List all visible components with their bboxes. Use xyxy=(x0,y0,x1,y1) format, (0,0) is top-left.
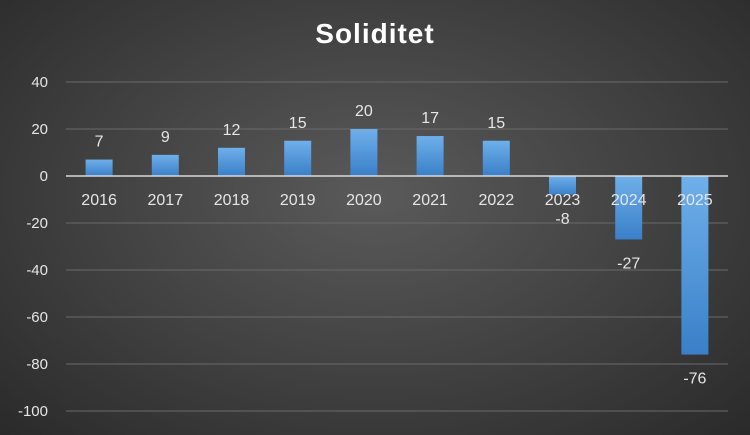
bar xyxy=(151,154,179,176)
x-tick-label: 2018 xyxy=(214,192,250,209)
y-tick-label: -20 xyxy=(26,215,48,232)
gridlines xyxy=(66,81,728,412)
bar xyxy=(615,176,643,240)
bar xyxy=(681,176,709,355)
data-label: -76 xyxy=(683,371,706,388)
bar xyxy=(549,176,576,195)
data-label: 20 xyxy=(355,103,373,120)
bar xyxy=(482,140,510,176)
data-label: 17 xyxy=(421,110,439,127)
x-tick-label: 2019 xyxy=(280,192,316,209)
x-tick-label: 2025 xyxy=(677,192,713,209)
x-tick-label: 2022 xyxy=(479,192,515,209)
data-label: -27 xyxy=(617,255,640,272)
bar xyxy=(284,140,312,176)
bar xyxy=(85,159,113,176)
bars xyxy=(85,129,709,355)
x-tick-label: 2023 xyxy=(545,192,581,209)
y-tick-label: 40 xyxy=(31,74,48,91)
bar xyxy=(218,147,245,176)
data-label: 7 xyxy=(95,134,104,151)
data-label: -8 xyxy=(555,211,569,228)
y-tick-label: -40 xyxy=(26,262,48,279)
data-label: 15 xyxy=(289,115,307,132)
x-tick-label: 2024 xyxy=(611,192,647,209)
data-label: 15 xyxy=(487,115,505,132)
x-tick-label: 2017 xyxy=(148,192,184,209)
data-label: 9 xyxy=(161,129,170,146)
y-tick-label: -80 xyxy=(26,356,48,373)
x-tick-label: 2020 xyxy=(346,192,382,209)
data-label: 12 xyxy=(223,122,241,139)
x-tick-label: 2016 xyxy=(81,192,117,209)
chart-title: Soliditet xyxy=(315,18,435,49)
labels: 40200-20-40-60-80-1002016720179201812201… xyxy=(18,74,713,420)
y-tick-label: 0 xyxy=(40,168,48,185)
y-tick-label: 20 xyxy=(31,121,48,138)
bar xyxy=(416,136,444,176)
y-tick-label: -100 xyxy=(18,403,48,420)
bar xyxy=(350,129,378,176)
y-tick-label: -60 xyxy=(26,309,48,326)
x-tick-label: 2021 xyxy=(412,192,448,209)
